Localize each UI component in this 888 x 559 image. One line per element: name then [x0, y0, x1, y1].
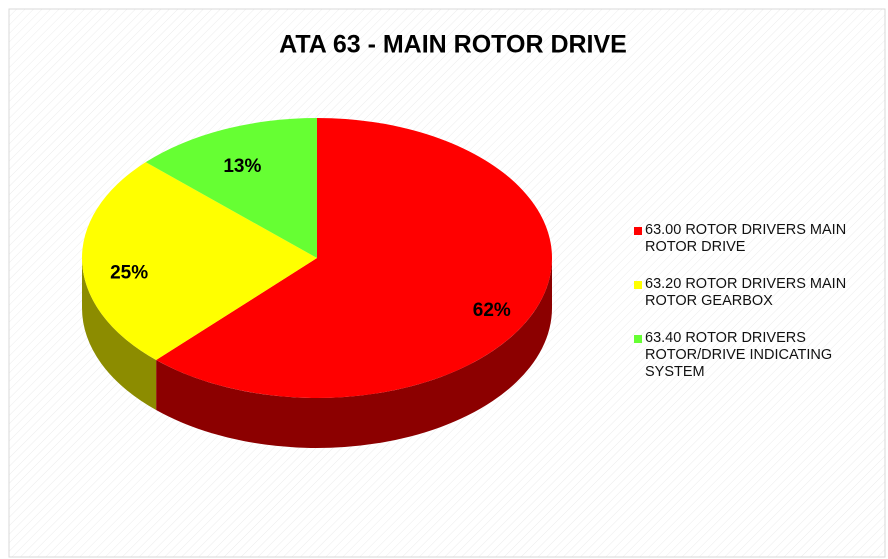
legend-swatch — [634, 227, 642, 235]
legend: 63.00 ROTOR DRIVERS MAIN ROTOR DRIVE 63.2… — [632, 222, 884, 401]
slice-side — [82, 258, 157, 411]
legend-label: 63.40 ROTOR DRIVERS ROTOR/DRIVE INDICATI… — [645, 330, 833, 380]
slice — [156, 118, 553, 398]
slice-side — [156, 258, 553, 448]
pie: 62% 25% 13% — [81, 118, 553, 448]
chart-title: ATA 63 - MAIN ROTOR DRIVE — [279, 31, 627, 59]
legend-item: 63.40 ROTOR DRIVERS ROTOR/DRIVE INDICATI… — [632, 330, 884, 381]
legend-swatch — [634, 335, 642, 343]
legend-label: 63.00 ROTOR DRIVERS MAIN ROTOR DRIVE — [645, 222, 847, 255]
legend-label: 63.20 ROTOR DRIVERS MAIN ROTOR GEARBOX — [645, 276, 847, 309]
data-label: 25% — [110, 263, 148, 284]
legend-item: 63.20 ROTOR DRIVERS MAIN ROTOR GEARBOX — [632, 276, 884, 310]
data-label: 62% — [473, 300, 511, 321]
slice — [81, 162, 317, 361]
slice — [145, 118, 317, 258]
legend-item: 63.00 ROTOR DRIVERS MAIN ROTOR DRIVE — [632, 222, 884, 256]
data-label: 13% — [223, 156, 261, 177]
legend-swatch — [634, 281, 642, 289]
